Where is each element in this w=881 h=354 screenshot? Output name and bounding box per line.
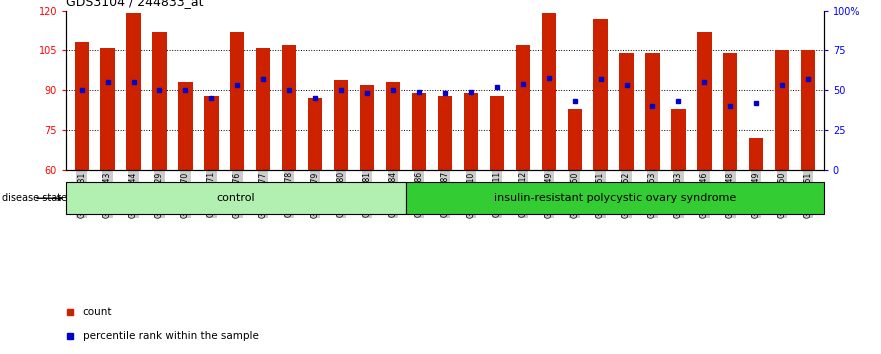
Bar (697, 32, 712, 170)
Bar (282, 45, 296, 170)
Bar (646, 53, 660, 170)
Text: percentile rank within the sample: percentile rank within the sample (83, 331, 259, 341)
Text: GDS3104 / 244833_at: GDS3104 / 244833_at (66, 0, 204, 8)
Bar (406, 182, 824, 214)
Bar (567, 109, 581, 170)
Bar (126, 13, 141, 170)
Bar (775, 50, 789, 170)
Bar (308, 98, 322, 170)
Bar (100, 48, 115, 170)
Bar (671, 109, 685, 170)
Bar (334, 80, 348, 170)
Bar (749, 138, 764, 170)
Bar (204, 96, 218, 170)
Text: control: control (217, 193, 255, 203)
Bar (66, 182, 406, 214)
Bar (594, 19, 608, 170)
Bar (723, 53, 737, 170)
Bar (619, 53, 633, 170)
Bar (152, 32, 167, 170)
Bar (463, 93, 478, 170)
Bar (801, 50, 815, 170)
Text: insulin-resistant polycystic ovary syndrome: insulin-resistant polycystic ovary syndr… (493, 193, 736, 203)
Bar (515, 45, 529, 170)
Bar (490, 96, 504, 170)
Bar (411, 93, 426, 170)
Bar (178, 82, 193, 170)
Bar (75, 42, 89, 170)
Bar (386, 82, 400, 170)
Bar (230, 32, 244, 170)
Text: disease state: disease state (2, 193, 67, 203)
Bar (438, 96, 452, 170)
Text: count: count (83, 307, 112, 317)
Bar (256, 48, 270, 170)
Bar (542, 13, 556, 170)
Bar (360, 85, 374, 170)
